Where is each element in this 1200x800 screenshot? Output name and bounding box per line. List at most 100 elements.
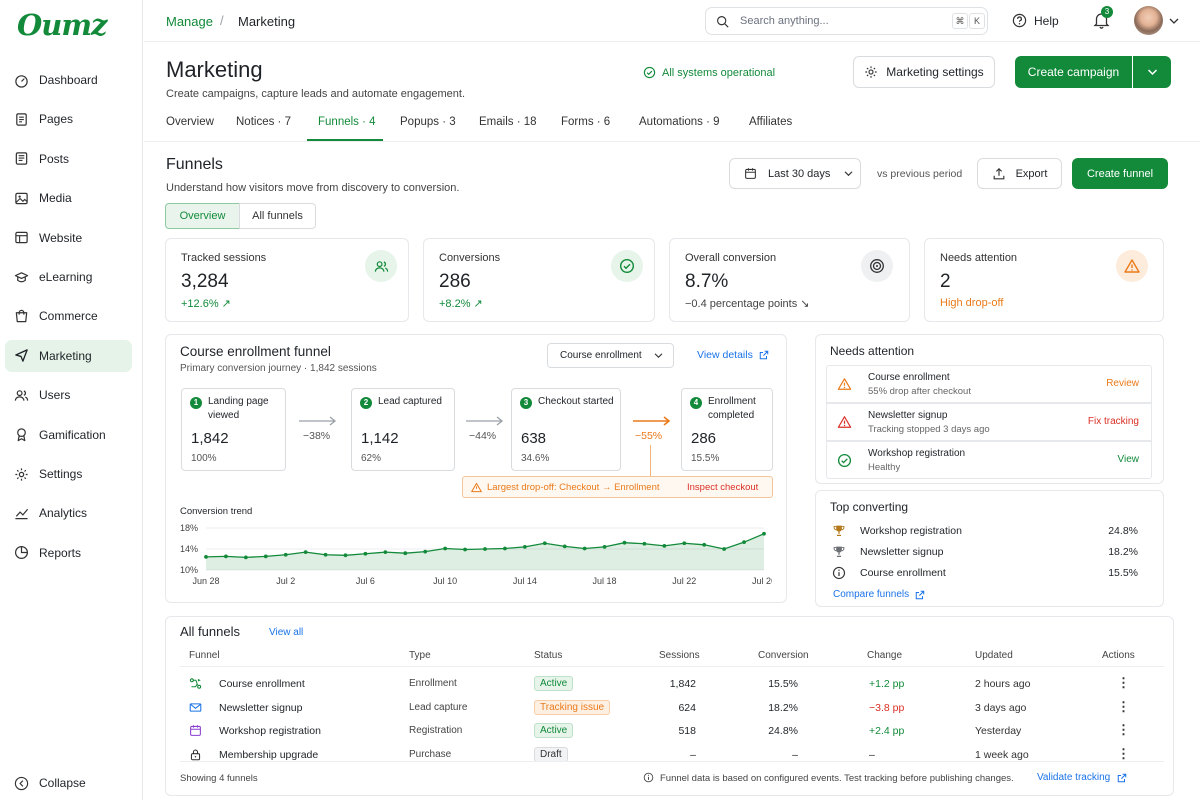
sidebar-item-pages[interactable]: Pages bbox=[5, 103, 132, 135]
brand-logo[interactable]: Oumz bbox=[17, 8, 107, 42]
funnel-name[interactable]: Course enrollment bbox=[219, 678, 305, 690]
breadcrumb-current: Marketing bbox=[238, 14, 296, 29]
validate-tracking-link[interactable]: Validate tracking bbox=[1037, 772, 1127, 783]
dashboard-icon bbox=[15, 74, 28, 88]
funnel-updated: 1 week ago bbox=[975, 749, 1029, 761]
tab-notices[interactable]: Notices · 7 bbox=[236, 116, 291, 128]
drop-off-alert-text: Largest drop-off: Checkout → Enrollment bbox=[487, 482, 660, 493]
posts-icon bbox=[15, 152, 28, 166]
column-header-type[interactable]: Type bbox=[409, 650, 431, 661]
sidebar-item-analytics[interactable]: Analytics bbox=[5, 497, 132, 529]
inspect-checkout-link[interactable]: Inspect checkout bbox=[687, 482, 759, 493]
attention-action[interactable]: View bbox=[1117, 454, 1140, 465]
column-header-change[interactable]: Change bbox=[867, 650, 903, 661]
attention-action[interactable]: Fix tracking bbox=[1087, 416, 1139, 427]
sidebar-item-dashboard[interactable]: Dashboard bbox=[5, 64, 132, 96]
kbd-cmd: ⌘ bbox=[952, 13, 968, 29]
funnel-select[interactable]: Course enrollment bbox=[547, 343, 674, 368]
info-icon bbox=[832, 566, 846, 580]
attention-subtitle: Tracking stopped 3 days ago bbox=[868, 424, 990, 435]
tab-emails[interactable]: Emails · 18 bbox=[479, 116, 537, 128]
tab-popups[interactable]: Popups · 3 bbox=[400, 116, 456, 128]
funnel-name[interactable]: Membership upgrade bbox=[219, 749, 319, 761]
segment-all-funnels[interactable]: All funnels bbox=[239, 203, 316, 229]
chart-point bbox=[263, 554, 268, 559]
elearning-icon bbox=[14, 271, 29, 282]
chart-point bbox=[403, 551, 408, 556]
sidebar-item-media[interactable]: Media bbox=[5, 182, 132, 214]
funnel-step-3[interactable]: 3 Checkout started 638 34.6% bbox=[511, 388, 621, 471]
chart-point bbox=[522, 545, 527, 549]
chart-point bbox=[622, 540, 627, 545]
create-campaign-button[interactable]: Create campaign bbox=[1015, 56, 1132, 88]
funnel-type: Purchase bbox=[409, 749, 452, 760]
avatar[interactable] bbox=[1134, 6, 1163, 35]
tab-overview[interactable]: Overview bbox=[166, 116, 214, 128]
sidebar-item-marketing[interactable]: Marketing bbox=[5, 339, 132, 372]
tab-automations[interactable]: Automations · 9 bbox=[639, 116, 720, 128]
column-header-conversion[interactable]: Conversion bbox=[758, 650, 809, 661]
analytics-icon bbox=[15, 508, 29, 520]
sidebar-item-posts[interactable]: Posts bbox=[5, 143, 132, 175]
step-label: Landing page viewed bbox=[208, 396, 269, 421]
sidebar-item-users[interactable]: Users bbox=[5, 379, 132, 411]
sidebar-item-elearning[interactable]: eLearning bbox=[5, 261, 132, 293]
sidebar: Oumz Dashboard Pages Posts Media Website eLea… bbox=[0, 0, 143, 800]
create-funnel-button[interactable]: Create funnel bbox=[1072, 158, 1168, 189]
top-converting-item[interactable]: Newsletter signup 18.2% bbox=[832, 544, 1138, 562]
sidebar-item-gamification[interactable]: Gamification bbox=[5, 419, 132, 451]
attention-item-course[interactable]: Course enrollment 55% drop after checkou… bbox=[826, 365, 1152, 403]
column-header-sessions[interactable]: Sessions bbox=[659, 650, 700, 661]
row-actions-menu[interactable]: ⋮ bbox=[1117, 722, 1130, 737]
chart-title: Conversion trend bbox=[180, 506, 253, 517]
top-converting-item[interactable]: Workshop registration 24.8% bbox=[832, 523, 1138, 541]
help-button[interactable]: Help bbox=[1012, 13, 1059, 28]
row-actions-menu[interactable]: ⋮ bbox=[1117, 675, 1130, 690]
funnel-step-2[interactable]: 2 Lead captured 1,142 62% bbox=[351, 388, 455, 471]
date-range-select[interactable]: Last 30 days bbox=[729, 158, 861, 189]
chart-point bbox=[662, 543, 667, 548]
chart-point bbox=[702, 542, 707, 547]
all-funnels-title: All funnels bbox=[180, 624, 240, 639]
sidebar-item-reports[interactable]: Reports bbox=[5, 537, 132, 569]
sidebar-item-commerce[interactable]: Commerce bbox=[5, 300, 132, 332]
collapse-button[interactable]: Collapse bbox=[5, 767, 132, 799]
segment-overview[interactable]: Overview bbox=[165, 203, 240, 229]
chart-x-tick: Jul 18 bbox=[593, 576, 617, 586]
sidebar-item-website[interactable]: Website bbox=[5, 222, 132, 254]
column-header-funnel[interactable]: Funnel bbox=[189, 650, 220, 661]
funnel-step-1[interactable]: 1 Landing page viewed 1,842 100% bbox=[181, 388, 286, 471]
chevron-down-icon bbox=[654, 353, 663, 359]
warning-icon bbox=[471, 482, 482, 493]
marketing-settings-button[interactable]: Marketing settings bbox=[853, 56, 995, 88]
tab-forms[interactable]: Forms · 6 bbox=[561, 116, 611, 128]
compare-funnels-link[interactable]: Compare funnels bbox=[833, 589, 925, 600]
search-input[interactable]: Search anything... ⌘ K bbox=[705, 7, 988, 35]
row-actions-menu[interactable]: ⋮ bbox=[1117, 746, 1130, 761]
column-header-updated[interactable]: Updated bbox=[975, 650, 1013, 661]
sidebar-item-settings[interactable]: Settings bbox=[5, 458, 132, 490]
attention-action[interactable]: Review bbox=[1106, 378, 1139, 389]
tab-affiliates[interactable]: Affiliates bbox=[749, 116, 793, 128]
view-details-link[interactable]: View details bbox=[697, 349, 769, 361]
export-button[interactable]: Export bbox=[977, 158, 1062, 189]
step-label: Enrollment completed bbox=[708, 396, 756, 421]
funnel-name[interactable]: Workshop registration bbox=[219, 725, 321, 737]
funnel-step-4[interactable]: 4 Enrollment completed 286 15.5% bbox=[681, 388, 773, 471]
create-campaign-dropdown[interactable] bbox=[1133, 56, 1171, 88]
info-icon bbox=[643, 772, 654, 783]
view-all-link[interactable]: View all bbox=[269, 627, 304, 638]
attention-item-newsletter[interactable]: Newsletter signup Tracking stopped 3 day… bbox=[826, 403, 1152, 441]
attention-item-workshop[interactable]: Workshop registration Healthy View bbox=[826, 441, 1152, 479]
chevron-down-icon[interactable] bbox=[1169, 17, 1179, 25]
funnel-name[interactable]: Newsletter signup bbox=[219, 702, 303, 714]
check-circle-icon bbox=[837, 453, 852, 468]
chart-x-tick: Jul 10 bbox=[433, 576, 457, 586]
funnel-sessions: – bbox=[690, 749, 696, 761]
top-converting-item[interactable]: Course enrollment 15.5% bbox=[832, 565, 1138, 583]
row-actions-menu[interactable]: ⋮ bbox=[1117, 699, 1130, 714]
tab-funnels[interactable]: Funnels · 4 bbox=[318, 116, 376, 128]
sidebar-item-label: Pages bbox=[39, 112, 74, 127]
breadcrumb-manage[interactable]: Manage bbox=[166, 14, 213, 29]
column-header-status[interactable]: Status bbox=[534, 650, 563, 661]
